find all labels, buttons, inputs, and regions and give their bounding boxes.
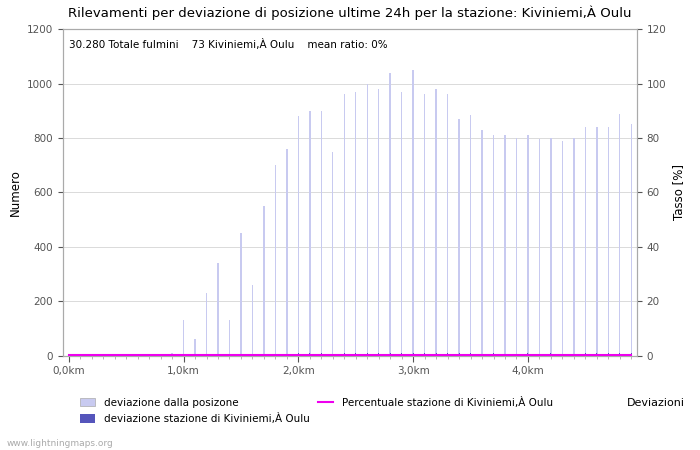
Text: Deviazioni: Deviazioni	[626, 398, 685, 408]
Bar	[321, 111, 322, 356]
Bar	[596, 127, 598, 356]
Bar	[332, 354, 333, 356]
Bar	[573, 138, 575, 356]
Bar	[619, 113, 620, 356]
Bar	[298, 353, 299, 356]
Bar	[344, 94, 345, 356]
Text: 30.280 Totale fulmini    73 Kiviniemi,À Oulu    mean ratio: 0%: 30.280 Totale fulmini 73 Kiviniemi,À Oul…	[69, 39, 387, 50]
Y-axis label: Numero: Numero	[8, 169, 22, 216]
Bar	[470, 353, 471, 356]
Bar	[102, 354, 104, 356]
Bar	[458, 353, 459, 356]
Bar	[252, 285, 253, 356]
Bar	[608, 127, 609, 356]
Bar	[275, 354, 276, 356]
Bar	[367, 353, 368, 356]
Bar	[390, 353, 391, 356]
Bar	[435, 89, 437, 356]
Bar	[68, 354, 69, 356]
Bar	[470, 115, 471, 356]
Bar	[413, 353, 414, 356]
Bar	[137, 354, 139, 356]
Bar	[584, 127, 586, 356]
Bar	[148, 354, 150, 356]
Bar	[274, 165, 276, 356]
Bar	[389, 73, 391, 356]
Bar	[240, 233, 241, 356]
Bar	[217, 263, 218, 356]
Y-axis label: Tasso [%]: Tasso [%]	[672, 164, 685, 220]
Bar	[631, 124, 632, 356]
Bar	[309, 353, 310, 356]
Bar	[516, 354, 517, 356]
Bar	[482, 130, 483, 356]
Bar	[195, 339, 196, 356]
Text: Rilevamenti per deviazione di posizione ultime 24h per la stazione: Kiviniemi,À : Rilevamenti per deviazione di posizione …	[69, 6, 631, 20]
Bar	[447, 94, 448, 356]
Bar	[367, 84, 368, 356]
Bar	[160, 354, 161, 356]
Bar	[125, 354, 127, 356]
Bar	[263, 206, 265, 356]
Text: www.lightningmaps.org: www.lightningmaps.org	[7, 439, 113, 448]
Bar	[286, 149, 288, 356]
Bar	[80, 354, 81, 356]
Bar	[172, 353, 173, 356]
Bar	[332, 152, 333, 356]
Bar	[401, 92, 402, 356]
Bar	[298, 116, 299, 356]
Bar	[355, 92, 356, 356]
Bar	[458, 119, 460, 356]
Bar	[516, 138, 517, 356]
Bar	[206, 293, 207, 356]
Bar	[229, 320, 230, 356]
Bar	[539, 140, 540, 356]
Bar	[562, 354, 563, 356]
Bar	[447, 353, 448, 356]
Legend: deviazione dalla posizone, deviazione stazione di Kiviniemi,À Oulu, Percentuale : deviazione dalla posizone, deviazione st…	[80, 396, 553, 424]
Bar	[412, 70, 414, 356]
Bar	[424, 353, 425, 356]
Bar	[493, 135, 494, 356]
Bar	[91, 354, 92, 356]
Bar	[573, 354, 574, 356]
Bar	[504, 135, 505, 356]
Bar	[401, 353, 402, 356]
Bar	[561, 141, 563, 356]
Bar	[550, 353, 552, 356]
Bar	[114, 354, 116, 356]
Bar	[424, 94, 426, 356]
Bar	[527, 135, 528, 356]
Bar	[539, 354, 540, 356]
Bar	[608, 353, 609, 356]
Bar	[378, 89, 379, 356]
Bar	[585, 353, 586, 356]
Bar	[493, 353, 494, 356]
Bar	[206, 355, 207, 356]
Bar	[309, 111, 311, 356]
Bar	[263, 354, 265, 356]
Bar	[550, 138, 552, 356]
Bar	[183, 320, 184, 356]
Bar	[378, 353, 379, 356]
Bar	[286, 354, 287, 356]
Bar	[252, 355, 253, 356]
Bar	[321, 353, 322, 356]
Bar	[435, 353, 437, 356]
Bar	[596, 353, 597, 356]
